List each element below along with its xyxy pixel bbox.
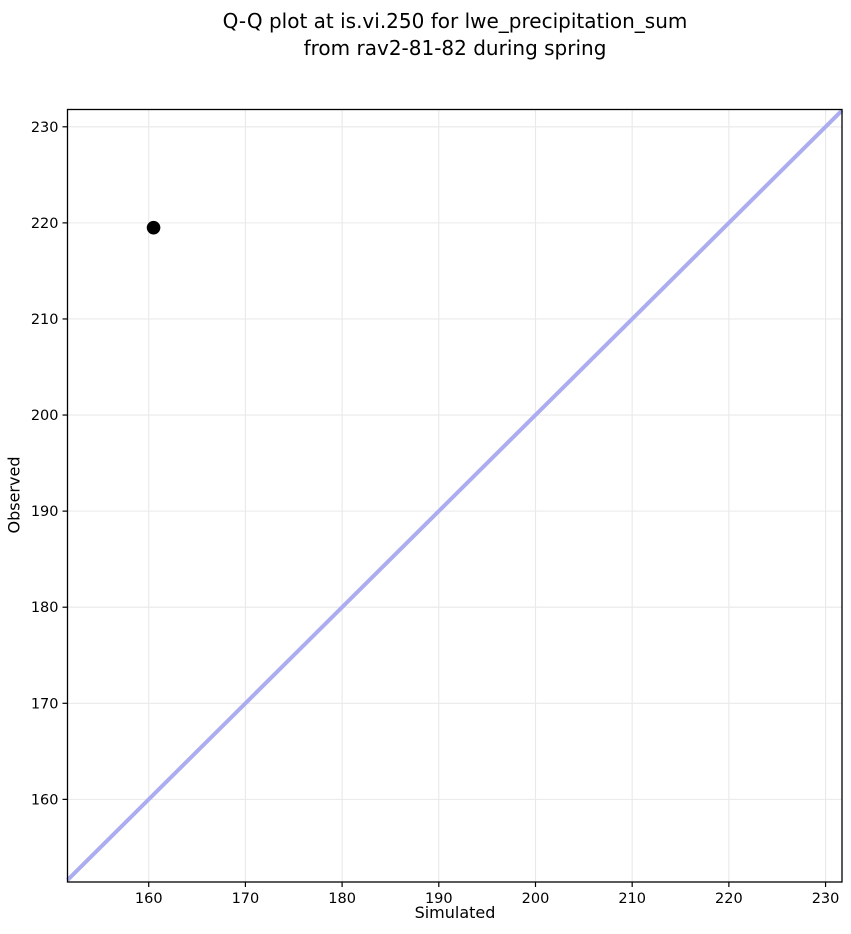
- y-tick-label: 210: [31, 312, 59, 328]
- y-axis-label: Observed: [4, 456, 24, 534]
- y-tick-label: 170: [31, 696, 59, 712]
- identity-line: [66, 109, 844, 882]
- x-tick-label: 170: [232, 891, 260, 907]
- y-tick-label: 180: [31, 600, 59, 616]
- x-tick-label: 210: [618, 891, 646, 907]
- axes-border: [66, 108, 843, 883]
- data-point: [146, 220, 161, 235]
- y-tick-label: 220: [31, 216, 59, 232]
- y-tick-label: 230: [31, 120, 59, 136]
- y-tick-label: 190: [31, 504, 59, 520]
- x-tick-label: 190: [425, 891, 453, 907]
- x-tick-label: 220: [715, 891, 743, 907]
- chart-title-line1: Q-Q plot at is.vi.250 for lwe_precipitat…: [222, 9, 688, 33]
- y-tick-label: 160: [31, 792, 59, 808]
- chart-title: Q-Q plot at is.vi.250 for lwe_precipitat…: [67, 8, 843, 62]
- chart-title-line2: from rav2-81-82 during spring: [303, 36, 607, 60]
- x-tick-label: 200: [522, 891, 550, 907]
- x-tick-label: 230: [812, 891, 840, 907]
- x-axis-label: Simulated: [414, 903, 496, 922]
- x-tick-label: 180: [328, 891, 356, 907]
- y-tick-label: 200: [31, 408, 59, 424]
- x-tick-label: 160: [135, 891, 163, 907]
